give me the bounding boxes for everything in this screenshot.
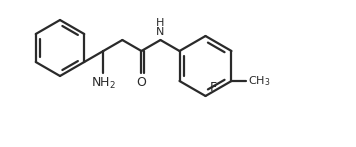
Text: O: O	[136, 76, 146, 89]
Text: NH$_2$: NH$_2$	[91, 76, 116, 91]
Text: CH$_3$: CH$_3$	[248, 74, 271, 88]
Text: H
N: H N	[156, 18, 164, 37]
Text: F: F	[209, 81, 216, 94]
